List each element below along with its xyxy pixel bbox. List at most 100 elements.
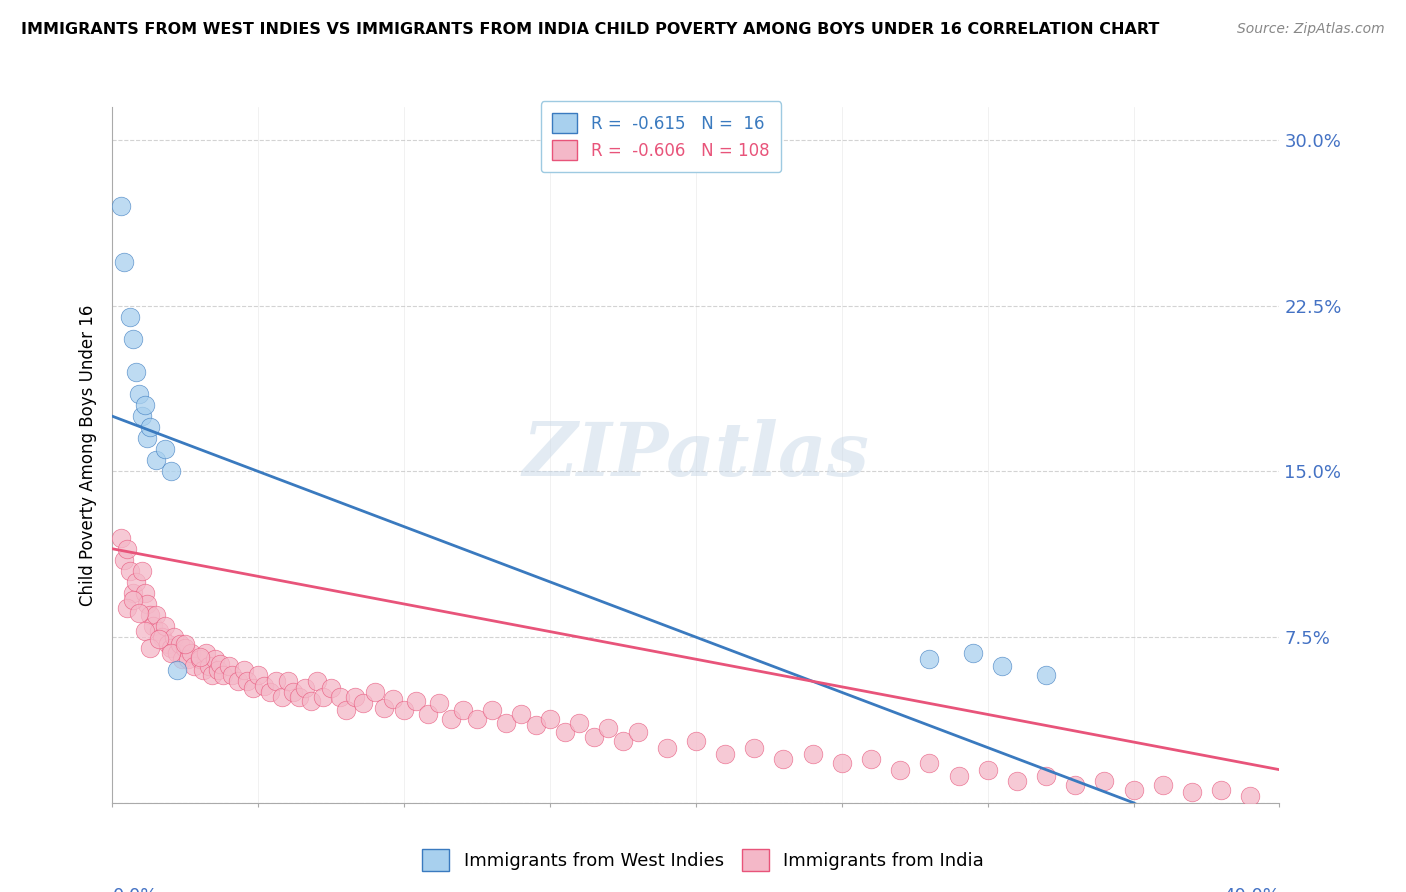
Point [131,409,153,424]
Point [311,690,333,704]
Point [655,740,678,755]
Point [524,718,547,732]
Point [221,667,243,681]
Point [166,646,188,660]
Point [465,712,488,726]
Point [440,712,463,726]
Point [352,697,374,711]
Text: 40.0%: 40.0% [1223,887,1279,892]
Point [976,763,998,777]
Point [264,674,287,689]
Point [416,707,439,722]
Point [174,637,197,651]
Point [1064,778,1087,792]
Text: ZIPatlas: ZIPatlas [523,418,869,491]
Point [948,769,970,783]
Point [329,690,352,704]
Point [509,707,531,722]
Point [235,674,257,689]
Point [242,681,264,695]
Point [918,652,941,666]
Point [115,601,138,615]
Point [191,663,214,677]
Point [148,624,170,638]
Point [299,694,322,708]
Point [148,632,170,647]
Point [153,442,176,457]
Point [125,574,148,589]
Text: IMMIGRANTS FROM WEST INDIES VS IMMIGRANTS FROM INDIA CHILD POVERTY AMONG BOYS UN: IMMIGRANTS FROM WEST INDIES VS IMMIGRANT… [21,22,1160,37]
Point [247,667,270,681]
Point [166,663,188,677]
Point [112,553,135,567]
Point [305,674,328,689]
Point [253,679,276,693]
Point [183,658,205,673]
Legend: R =  -0.615   N =  16, R =  -0.606   N = 108: R = -0.615 N = 16, R = -0.606 N = 108 [541,102,782,172]
Point [125,365,148,379]
Point [174,641,197,656]
Point [134,624,156,638]
Point [122,592,145,607]
Text: Source: ZipAtlas.com: Source: ZipAtlas.com [1237,22,1385,37]
Point [122,332,145,346]
Point [112,254,135,268]
Point [394,703,416,717]
Point [160,465,183,479]
Point [115,541,138,556]
Point [136,431,159,445]
Point [554,725,576,739]
Point [197,658,219,673]
Point [177,652,200,666]
Point [207,663,229,677]
Point [172,652,194,666]
Point [283,685,305,699]
Point [180,646,202,660]
Point [131,564,153,578]
Point [118,564,141,578]
Point [612,734,634,748]
Point [118,310,141,324]
Point [204,652,226,666]
Point [801,747,824,762]
Point [294,681,316,695]
Point [188,650,211,665]
Point [110,531,132,545]
Point [364,685,387,699]
Point [1035,769,1057,783]
Point [128,606,150,620]
Point [201,667,224,681]
Point [259,685,281,699]
Point [156,637,179,651]
Point [1122,782,1144,797]
Point [405,694,427,708]
Point [134,586,156,600]
Point [538,712,561,726]
Y-axis label: Child Poverty Among Boys Under 16: Child Poverty Among Boys Under 16 [79,304,97,606]
Point [128,387,150,401]
Point [145,453,167,467]
Point [918,756,941,770]
Point [1035,667,1057,681]
Point [582,730,605,744]
Point [481,703,503,717]
Point [270,690,292,704]
Point [110,199,132,213]
Point [1209,782,1232,797]
Point [226,674,249,689]
Point [451,703,474,717]
Point [889,763,911,777]
Point [714,747,737,762]
Point [991,658,1014,673]
Point [1094,773,1116,788]
Point [122,586,145,600]
Point [139,608,162,623]
Point [772,751,794,765]
Point [962,646,984,660]
Point [1181,785,1204,799]
Point [163,630,186,644]
Point [1152,778,1174,792]
Point [139,420,162,434]
Point [134,398,156,412]
Point [212,667,235,681]
